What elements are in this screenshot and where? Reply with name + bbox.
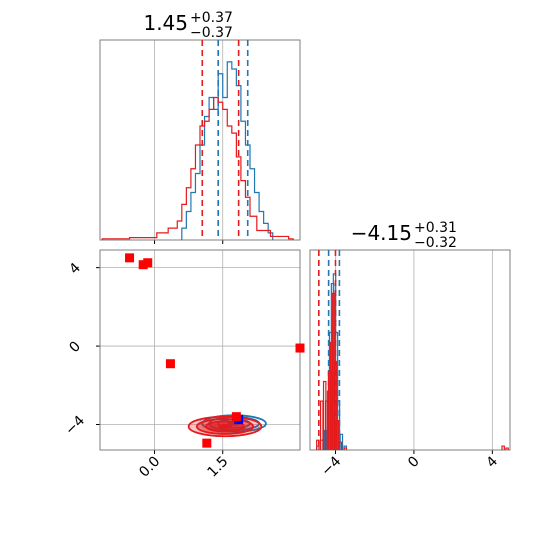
panel-frame [99,39,301,241]
panel-title-plus: +0.37 [190,10,233,26]
ytick-label: −4 [62,413,88,439]
marker-point [295,343,305,353]
marker-point [125,253,135,263]
marker-point [138,260,148,270]
histogram-series-1 [101,96,294,240]
marker-point [202,438,212,448]
marker-point [143,258,153,268]
histogram-bin [505,447,509,450]
xtick-label: 0 [405,454,423,472]
panel-title-minus: −0.32 [414,235,457,251]
panel-title-value: 1.45 [143,11,188,35]
histogram-series-0 [181,61,274,240]
xtick-label: 0.0 [136,454,163,481]
panel-top-left: 1.45 +0.37−0.37 [99,10,301,244]
histogram-bin [338,441,343,450]
ytick-label: 0 [66,338,84,356]
panel-title-minus: −0.37 [190,25,233,41]
xtick-label: 1.5 [204,454,231,481]
xtick-label: −4 [318,453,344,479]
panel-frame [309,249,511,451]
panel-bottom-right: −4 0 4 −4.15 +0.31−0.32 [309,220,511,479]
panel-bottom-left: 0.0 1.5 4 0 −4 [62,249,305,481]
xtick-label: 4 [484,453,502,471]
panel-title-value: −4.15 [351,221,412,245]
panel-title-plus: +0.31 [414,220,457,236]
histogram-bin [501,445,505,450]
contour-core [218,424,232,429]
marker-point [165,359,175,369]
marker-point [231,412,241,422]
histogram-bin [319,400,324,450]
ytick-label: 4 [66,260,84,278]
histogram-bin [343,447,348,450]
